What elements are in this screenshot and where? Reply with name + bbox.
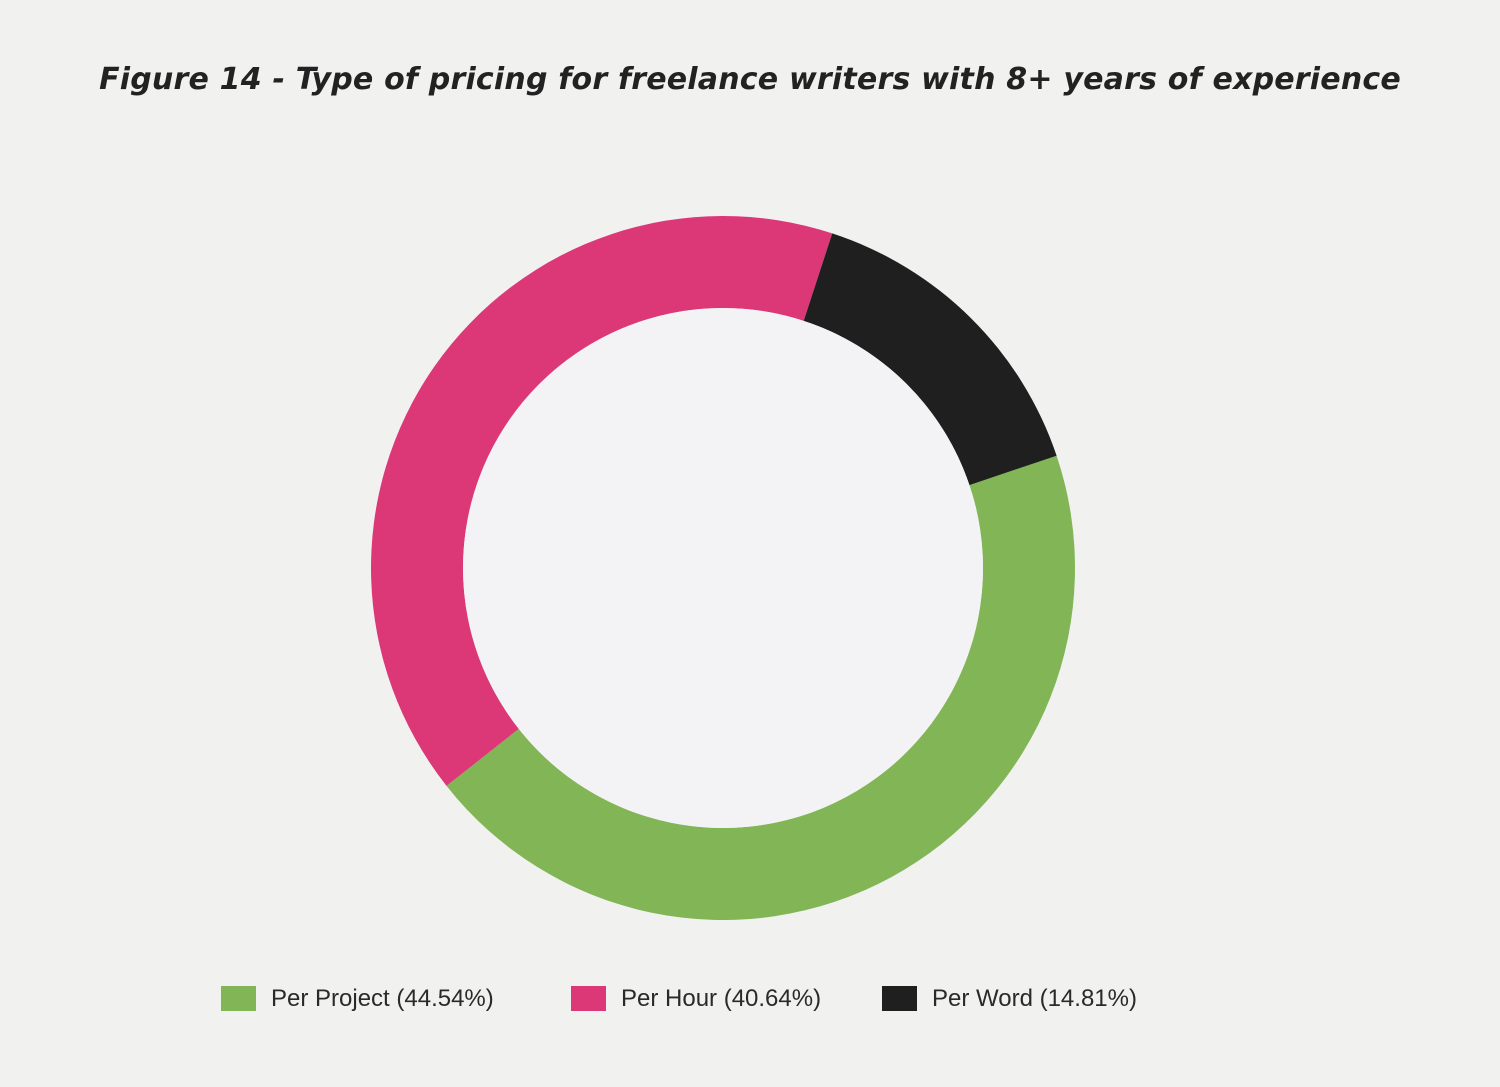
donut-hole	[463, 308, 983, 828]
legend-label-per-hour: Per Hour (40.64%)	[621, 985, 822, 1012]
chart-title: Figure 14 - Type of pricing for freelanc…	[99, 62, 1401, 97]
donut-slices	[371, 216, 1076, 921]
legend-swatch-per-hour	[571, 986, 606, 1011]
slice-per-word	[803, 233, 1057, 486]
legend-label-per-project: Per Project (44.54%)	[271, 985, 494, 1012]
slice-per-hour	[371, 216, 833, 786]
legend-swatch-per-word	[882, 986, 917, 1011]
legend-label-per-word: Per Word (14.81%)	[932, 985, 1137, 1012]
slice-per-project	[446, 455, 1076, 921]
legend-swatch-per-project	[221, 986, 256, 1011]
